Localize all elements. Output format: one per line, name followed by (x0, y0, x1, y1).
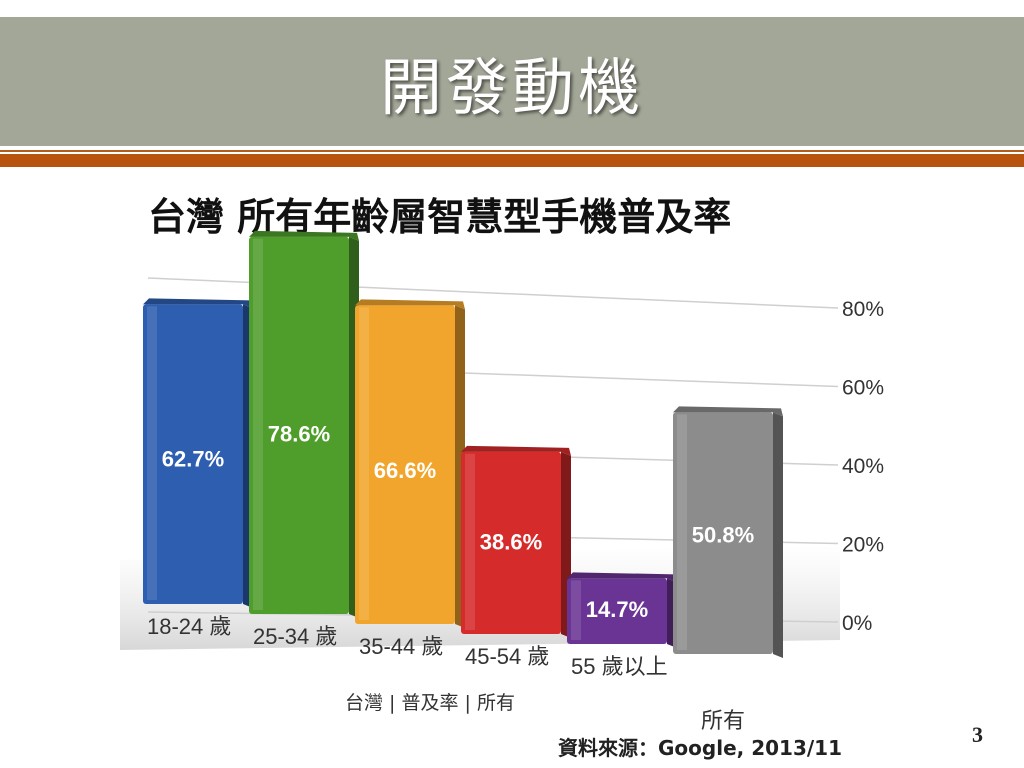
page-number: 3 (972, 722, 983, 747)
source-note: 資料來源：Google, 2013/11 (558, 736, 842, 760)
bar (567, 578, 667, 644)
bar-highlight (571, 580, 581, 640)
title-band: 開發動機 (0, 17, 1024, 146)
bar-top (249, 230, 359, 241)
y-tick-label: 0% (842, 612, 872, 635)
bar-top (673, 406, 783, 417)
bar-top (143, 298, 253, 309)
bar-highlight (253, 238, 263, 610)
chart-title: 台灣 所有年齡層智慧型手機普及率 (148, 195, 732, 239)
bar-highlight (147, 306, 157, 600)
y-tick-label: 20% (842, 534, 884, 557)
bar-top (567, 572, 677, 583)
divider-thin (0, 150, 1024, 152)
bar-highlight (677, 414, 687, 650)
bar (143, 304, 243, 604)
x-category-label: 55 歲以上 (571, 654, 668, 679)
y-tick-label: 60% (842, 377, 884, 400)
bar (355, 305, 455, 624)
bar-value-label: 38.6% (480, 529, 542, 554)
x-category-label: 45-54 歲 (465, 644, 549, 669)
x-category-label: 35-44 歲 (359, 634, 443, 659)
bar (461, 451, 561, 634)
bar-value-label: 50.8% (692, 523, 754, 548)
bar-0 (143, 298, 253, 608)
bar (249, 236, 349, 614)
x-category-label: 18-24 歲 (147, 614, 231, 639)
x-category-label: 25-34 歲 (253, 624, 337, 649)
bar-value-label: 14.7% (586, 597, 648, 622)
bar-side (773, 412, 783, 658)
bar-value-label: 62.7% (162, 446, 224, 471)
bar-highlight (465, 453, 475, 630)
bar-value-label: 78.6% (268, 422, 330, 447)
chart-caption: 台灣 | 普及率 | 所有 (345, 692, 515, 714)
divider-thick (0, 154, 1024, 167)
bar-top (461, 445, 571, 456)
bar-5 (673, 406, 783, 658)
y-tick-label: 40% (842, 455, 884, 478)
bar (673, 412, 773, 654)
bar-top (355, 299, 465, 310)
x-category-label: 所有 (701, 708, 745, 733)
bar-value-label: 66.6% (374, 458, 436, 483)
y-tick-label: 80% (842, 298, 884, 321)
slide-title: 開發動機 (379, 50, 644, 124)
bar-highlight (359, 307, 369, 620)
